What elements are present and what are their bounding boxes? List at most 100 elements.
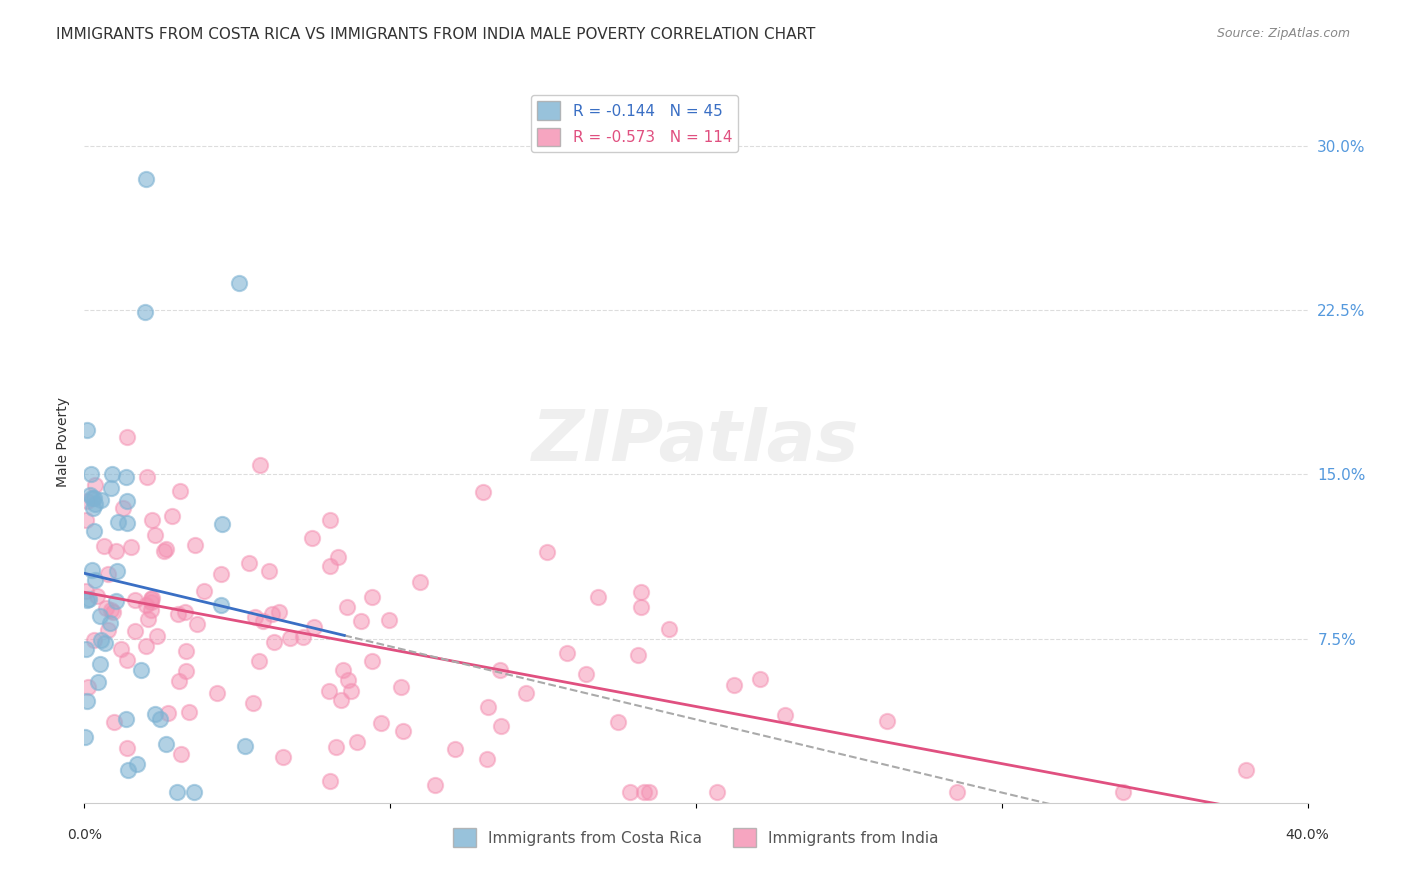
Point bbox=[153, 544, 176, 558]
Point bbox=[292, 630, 315, 644]
Point bbox=[242, 697, 264, 711]
Point bbox=[86, 590, 108, 604]
Point bbox=[94, 600, 117, 615]
Point bbox=[104, 544, 127, 558]
Point bbox=[723, 678, 745, 692]
Point bbox=[471, 485, 494, 500]
Point bbox=[249, 458, 271, 472]
Point bbox=[1236, 763, 1258, 777]
Point bbox=[174, 605, 197, 619]
Point bbox=[157, 706, 180, 720]
Point bbox=[658, 623, 681, 637]
Point bbox=[120, 540, 142, 554]
Point bbox=[117, 429, 139, 443]
Point bbox=[75, 584, 97, 599]
Point bbox=[104, 593, 127, 607]
Point bbox=[135, 171, 157, 186]
Point bbox=[209, 566, 232, 581]
Point bbox=[389, 680, 412, 694]
Point bbox=[80, 467, 103, 482]
Point bbox=[423, 778, 446, 792]
Point bbox=[205, 685, 228, 699]
Point bbox=[115, 516, 138, 530]
Legend: Immigrants from Costa Rica, Immigrants from India: Immigrants from Costa Rica, Immigrants f… bbox=[447, 822, 945, 853]
Point bbox=[101, 605, 124, 619]
Point bbox=[209, 598, 232, 612]
Point bbox=[77, 592, 100, 607]
Point bbox=[136, 612, 159, 626]
Point bbox=[129, 663, 152, 677]
Point bbox=[409, 575, 432, 590]
Point bbox=[627, 648, 650, 663]
Point bbox=[1111, 785, 1133, 799]
Point bbox=[167, 607, 190, 621]
Point bbox=[876, 714, 898, 729]
Point bbox=[75, 642, 97, 657]
Point bbox=[370, 715, 392, 730]
Point bbox=[82, 491, 104, 506]
Point bbox=[134, 305, 156, 319]
Point bbox=[633, 785, 655, 799]
Text: ZIPatlas: ZIPatlas bbox=[533, 407, 859, 476]
Point bbox=[139, 591, 162, 606]
Point bbox=[75, 513, 97, 527]
Point bbox=[247, 654, 270, 668]
Point bbox=[337, 673, 360, 687]
Point bbox=[378, 613, 401, 627]
Point bbox=[271, 750, 294, 764]
Point bbox=[477, 752, 499, 766]
Point bbox=[100, 481, 122, 495]
Point bbox=[443, 742, 465, 756]
Point bbox=[318, 684, 340, 698]
Point bbox=[117, 653, 139, 667]
Point bbox=[155, 737, 177, 751]
Point bbox=[114, 712, 136, 726]
Point bbox=[346, 735, 368, 749]
Point bbox=[89, 657, 111, 672]
Point bbox=[141, 513, 163, 527]
Point bbox=[257, 564, 280, 578]
Point bbox=[76, 694, 98, 708]
Point bbox=[135, 640, 157, 654]
Point bbox=[143, 528, 166, 542]
Point bbox=[83, 633, 105, 648]
Point bbox=[115, 470, 138, 484]
Point bbox=[489, 663, 512, 677]
Point bbox=[183, 785, 205, 799]
Point bbox=[107, 515, 129, 529]
Point bbox=[340, 684, 363, 698]
Point bbox=[160, 509, 183, 524]
Point bbox=[77, 680, 100, 694]
Point bbox=[146, 629, 169, 643]
Point bbox=[319, 558, 342, 573]
Point bbox=[489, 718, 512, 732]
Point bbox=[90, 493, 112, 508]
Point bbox=[278, 632, 301, 646]
Point bbox=[110, 641, 132, 656]
Point bbox=[301, 531, 323, 545]
Point bbox=[141, 591, 163, 606]
Point bbox=[111, 501, 134, 516]
Point bbox=[350, 614, 373, 628]
Point bbox=[245, 609, 267, 624]
Point bbox=[329, 692, 352, 706]
Point bbox=[83, 497, 105, 511]
Point bbox=[83, 491, 105, 506]
Point bbox=[117, 764, 139, 778]
Point bbox=[335, 600, 357, 615]
Point bbox=[211, 516, 233, 531]
Point bbox=[536, 545, 558, 559]
Point bbox=[100, 603, 122, 617]
Point bbox=[103, 714, 125, 729]
Point bbox=[262, 607, 284, 621]
Point bbox=[946, 785, 969, 799]
Point bbox=[238, 556, 260, 570]
Point bbox=[82, 563, 104, 577]
Point bbox=[136, 470, 159, 484]
Point bbox=[139, 594, 162, 608]
Point bbox=[101, 467, 124, 481]
Point bbox=[117, 494, 139, 508]
Point bbox=[326, 549, 349, 564]
Text: IMMIGRANTS FROM COSTA RICA VS IMMIGRANTS FROM INDIA MALE POVERTY CORRELATION CHA: IMMIGRANTS FROM COSTA RICA VS IMMIGRANTS… bbox=[56, 27, 815, 42]
Point bbox=[319, 774, 342, 789]
